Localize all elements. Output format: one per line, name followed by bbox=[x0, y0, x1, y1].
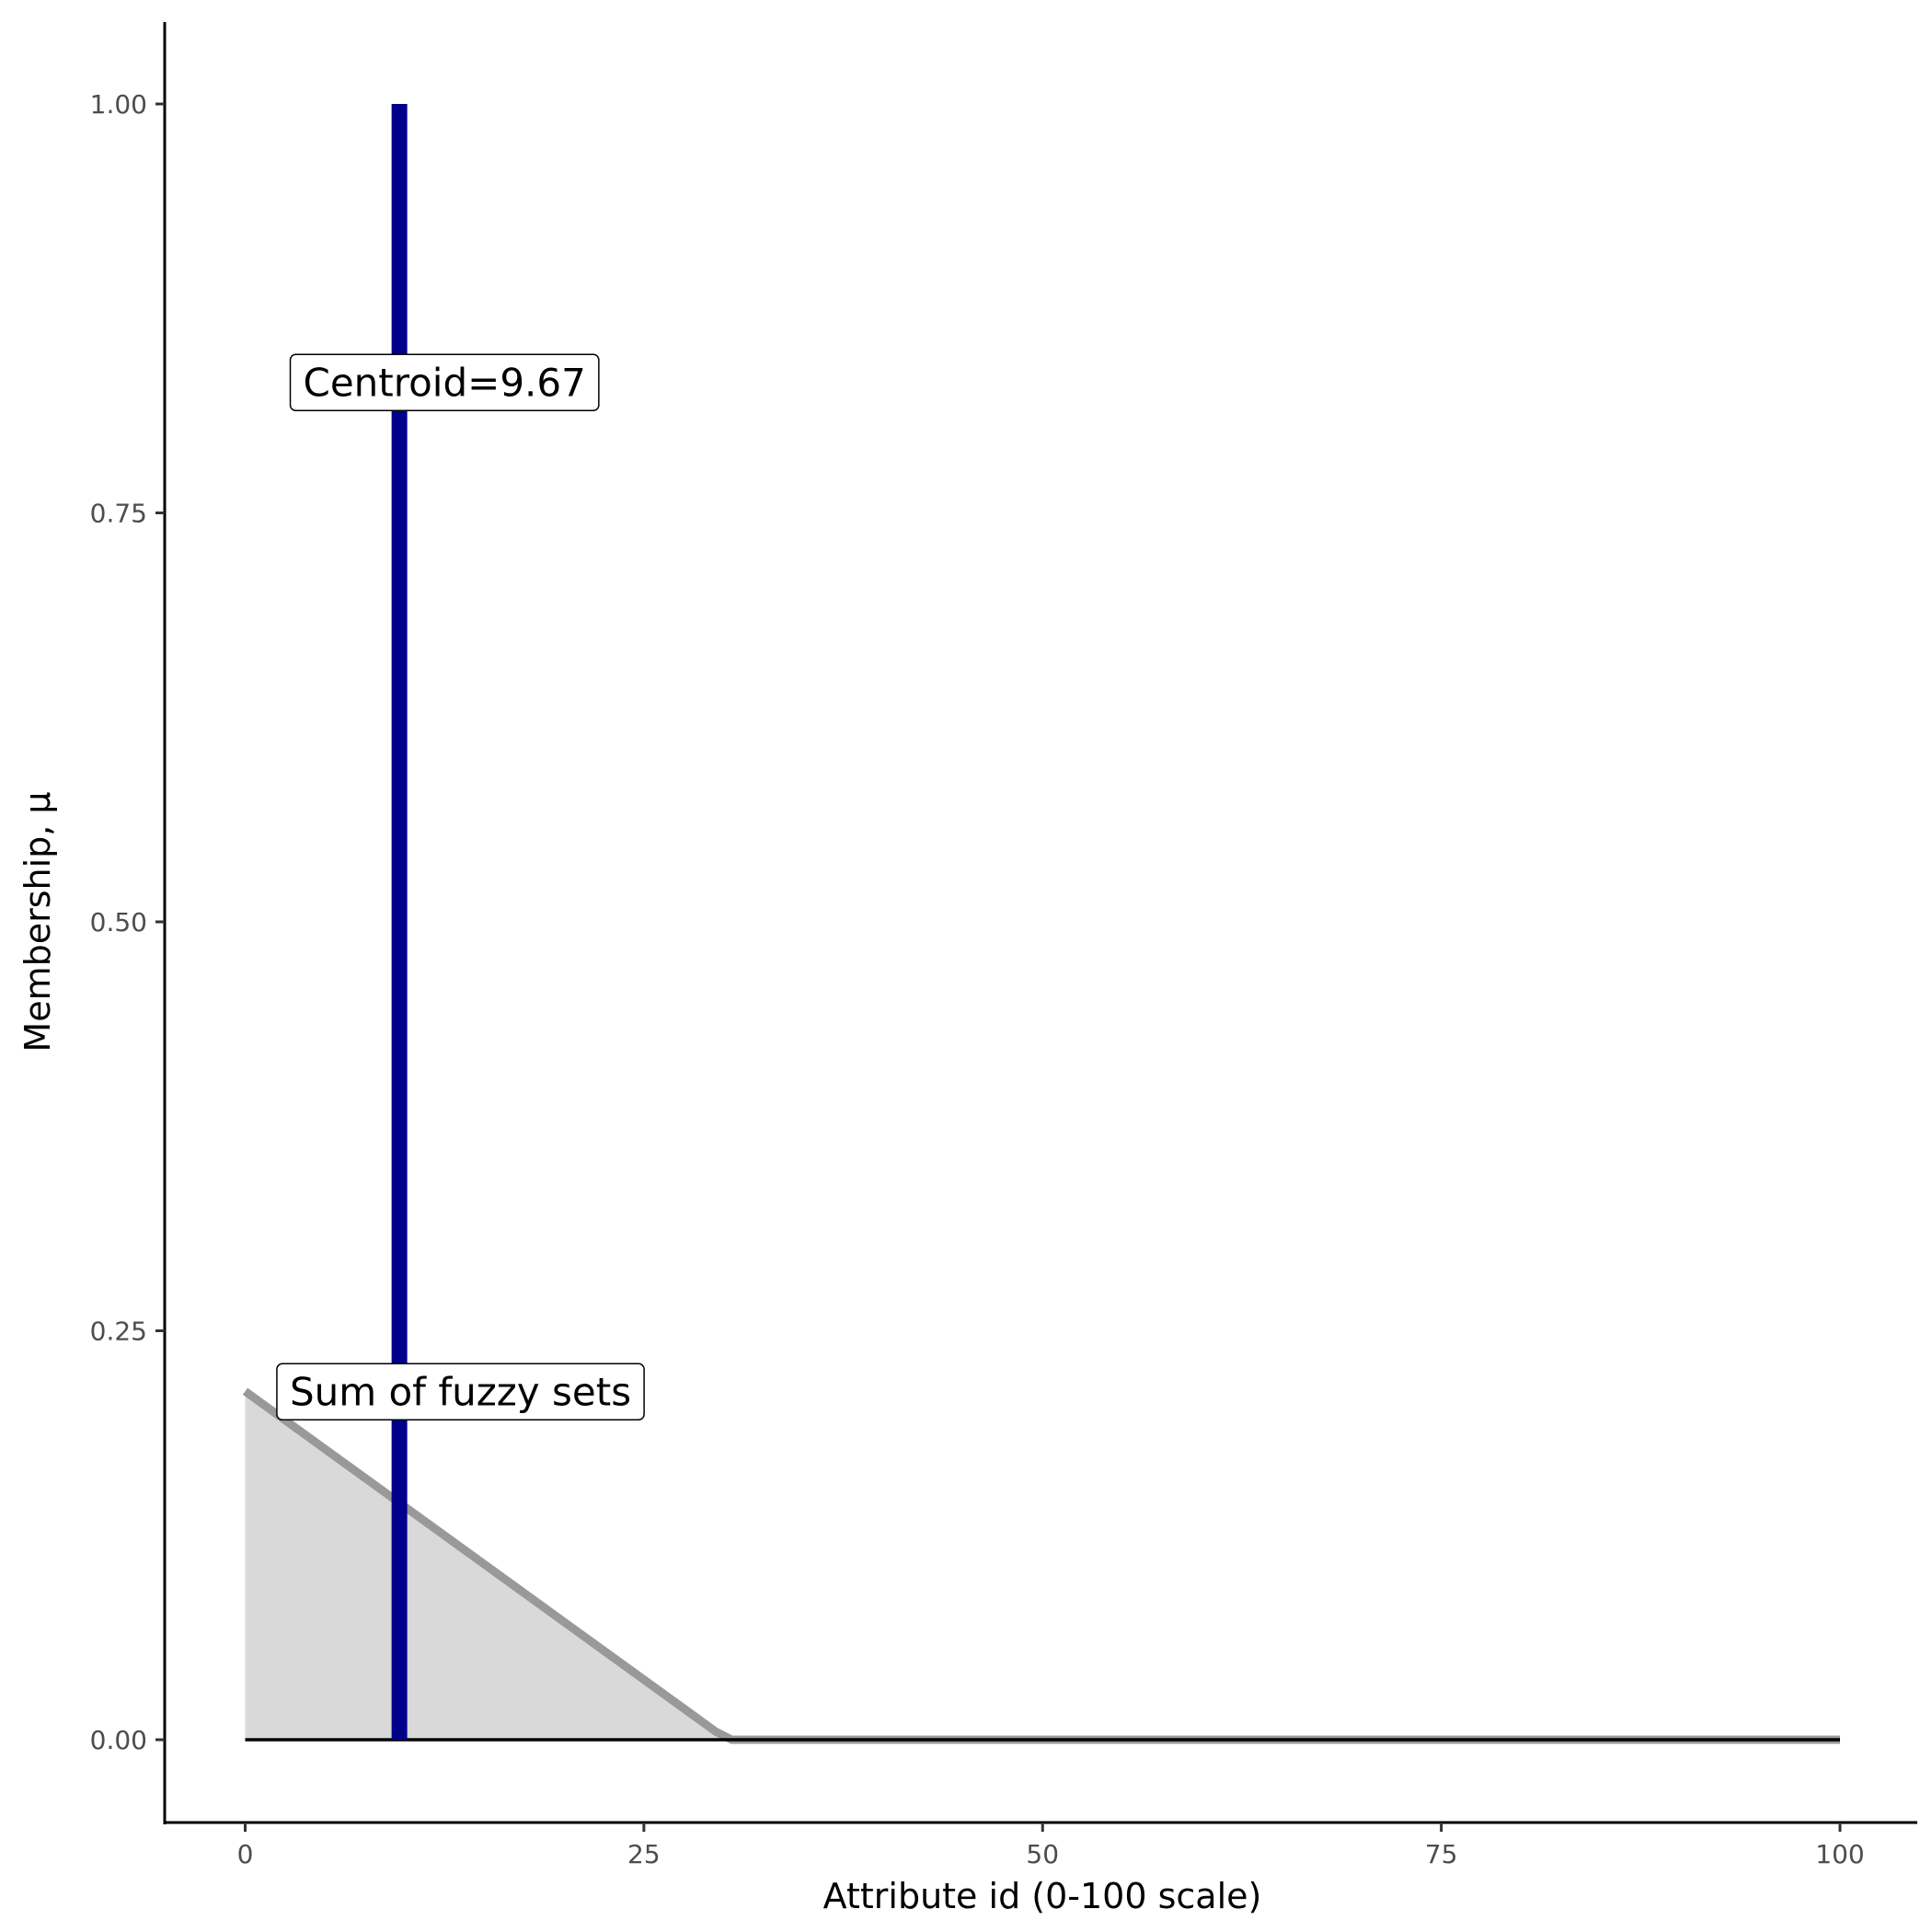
y-tick-label: 0.50 bbox=[90, 907, 147, 937]
x-axis-title: Attribute id (0-100 scale) bbox=[823, 1876, 1262, 1916]
y-tick-label: 0.25 bbox=[90, 1317, 147, 1347]
x-axis-ticks: 0 25 50 75 100 bbox=[237, 1823, 1865, 1869]
x-tick-label: 100 bbox=[1815, 1839, 1864, 1869]
centroid-label: Centroid=9.67 bbox=[289, 353, 600, 412]
label-box bbox=[276, 1363, 645, 1421]
label-text: Sum of fuzzy sets bbox=[290, 1369, 631, 1414]
x-tick-label: 50 bbox=[1026, 1839, 1059, 1869]
annotations: Centroid=9.67 Sum of fuzzy sets bbox=[276, 353, 645, 1421]
y-axis-title: Membership, μ bbox=[17, 791, 58, 1052]
y-tick-label: 0.75 bbox=[90, 499, 147, 529]
x-tick-label: 0 bbox=[237, 1839, 254, 1869]
x-tick-label: 25 bbox=[627, 1839, 661, 1869]
label-text: Centroid=9.67 bbox=[304, 360, 586, 405]
y-tick-label: 0.00 bbox=[90, 1725, 147, 1755]
plot-area bbox=[242, 104, 1840, 1744]
sum-label: Sum of fuzzy sets bbox=[276, 1363, 645, 1421]
x-tick-label: 75 bbox=[1425, 1839, 1458, 1869]
label-box bbox=[289, 353, 600, 412]
y-axis-ticks: 0.00 0.25 0.50 0.75 1.00 bbox=[90, 89, 165, 1755]
y-tick-label: 1.00 bbox=[90, 89, 147, 120]
